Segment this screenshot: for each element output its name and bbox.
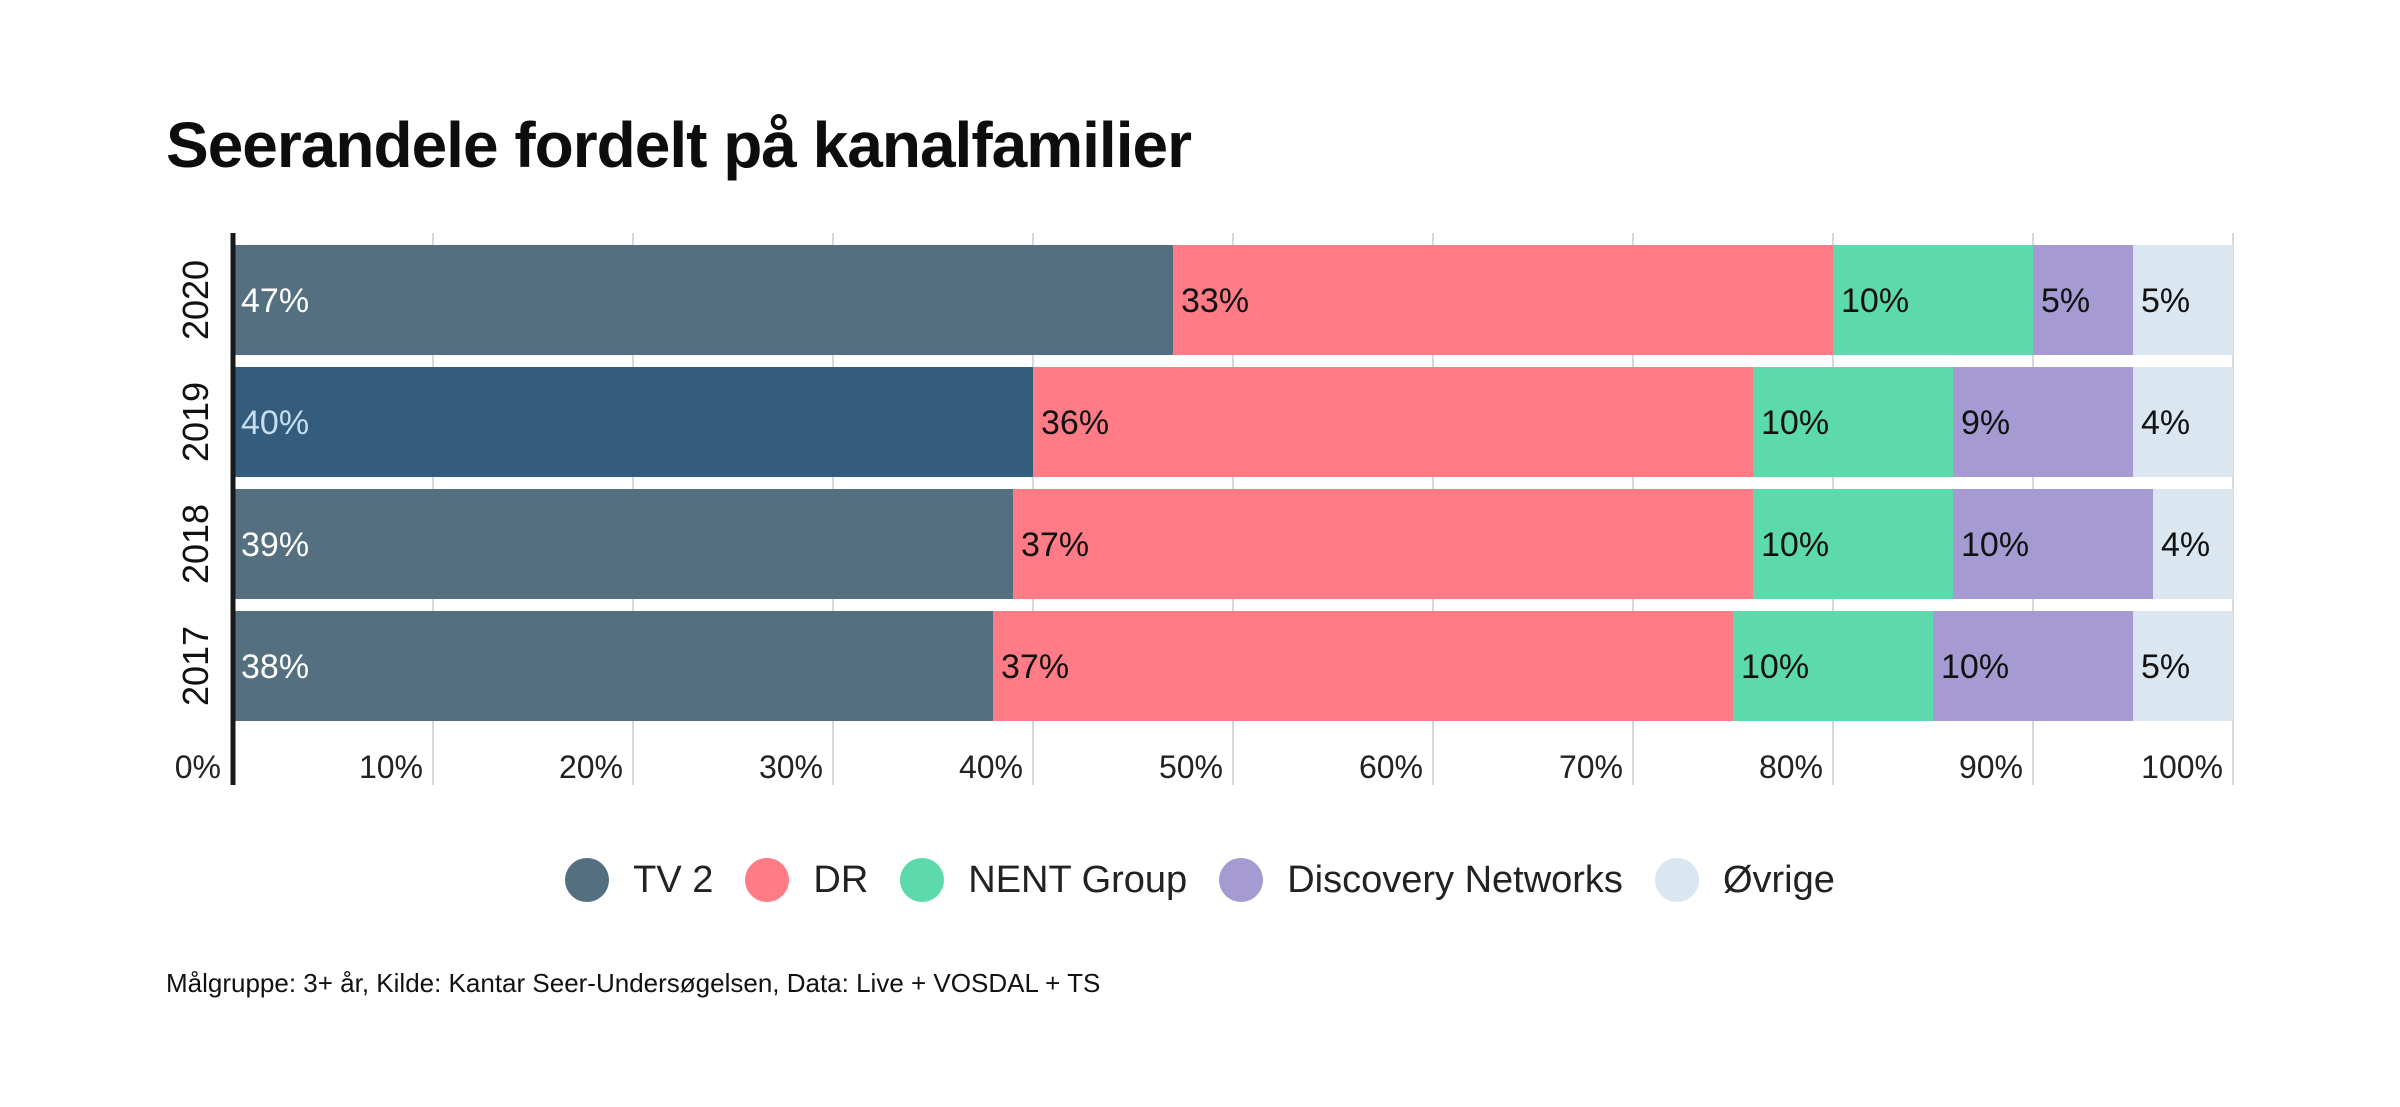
data-label: 37% [1001, 648, 1069, 686]
category-label: 2018 [175, 504, 216, 584]
x-tick-label: 80% [1759, 749, 1823, 785]
legend-swatch [900, 858, 945, 902]
bar-segment [2133, 367, 2233, 477]
bar-segment [1753, 489, 1953, 599]
x-tick-label: 70% [1559, 749, 1623, 785]
data-label: 47% [241, 282, 309, 320]
x-tick-label: 20% [559, 749, 623, 785]
data-label: 10% [1741, 648, 1809, 686]
legend-swatch [1219, 858, 1264, 902]
category-label: 2017 [175, 626, 216, 706]
bar-segment [1833, 245, 2033, 355]
data-label: 10% [1761, 404, 1829, 442]
bar-segment [2153, 489, 2233, 599]
x-tick-label: 90% [1959, 749, 2023, 785]
legend: TV 2 DR NENT Group Discovery Networks Øvrige [0, 845, 2400, 915]
legend-label: Øvrige [1722, 858, 1835, 901]
bar-segment [993, 611, 1733, 721]
bar-segment [1173, 245, 1833, 355]
data-label: 10% [1761, 526, 1829, 564]
legend-swatch [745, 858, 790, 902]
data-label: 9% [1961, 404, 2010, 442]
x-tick-label: 60% [1359, 749, 1423, 785]
chart-title: Seerandele fordelt på kanalfamilier [166, 109, 1192, 181]
stacked-bar-chart: 47% 33% 10% 5% 5% 40% 36% 10% 9% 4% 39% 37% 10% 10% 4%… [175, 233, 2234, 785]
data-label: 10% [1961, 526, 2029, 564]
data-label: 5% [2141, 282, 2190, 320]
legend-swatch [565, 858, 610, 902]
bar-segment [1933, 611, 2133, 721]
legend-item: TV 2 [565, 858, 713, 902]
bar-segment [233, 489, 1013, 599]
data-label: 4% [2141, 404, 2190, 442]
bar-segment [1753, 367, 1953, 477]
bar-segment [2133, 245, 2233, 355]
x-tick-label: 100% [2141, 749, 2223, 785]
legend-label: TV 2 [633, 858, 714, 901]
data-label: 5% [2041, 282, 2090, 320]
data-label: 33% [1181, 282, 1249, 320]
category-labels: 2020 2019 2018 2017 [175, 260, 216, 706]
bar-segment [2033, 245, 2133, 355]
category-label: 2020 [175, 260, 216, 340]
data-label: 10% [1841, 282, 1909, 320]
legend-item: Øvrige [1654, 858, 1835, 902]
x-tick-label: 50% [1159, 749, 1223, 785]
x-tick-label: 10% [359, 749, 423, 785]
x-tick-label: 0% [175, 749, 221, 785]
data-label: 40% [241, 404, 309, 442]
category-label: 2019 [175, 382, 216, 462]
legend-label: NENT Group [968, 858, 1188, 901]
data-label: 4% [2161, 526, 2210, 564]
legend-label: DR [813, 858, 869, 901]
data-labels: 47% 33% 10% 5% 5% 40% 36% 10% 9% 4% 39% 37% 10% 10% 4%… [241, 282, 2210, 686]
data-label: 5% [2141, 648, 2190, 686]
data-label: 39% [241, 526, 309, 564]
bar-segment [2133, 611, 2233, 721]
bar-segment [233, 367, 1033, 477]
bars [233, 245, 2233, 721]
bar-segment [1733, 611, 1933, 721]
data-label: 38% [241, 648, 309, 686]
data-label: 37% [1021, 526, 1089, 564]
bar-segment [233, 245, 1173, 355]
x-tick-label: 40% [959, 749, 1023, 785]
bar-segment [1013, 489, 1753, 599]
bar-segment [1953, 367, 2133, 477]
bar-segment [1953, 489, 2153, 599]
footnote: Målgruppe: 3+ år, Kilde: Kantar Seer-Und… [166, 968, 1101, 998]
legend-item: DR [745, 858, 868, 902]
x-tick-labels: 0% 10% 20% 30% 40% 50% 60% 70% 80% 90% 100% [175, 749, 2223, 785]
bar-segment [233, 611, 993, 721]
bar-segment [1033, 367, 1753, 477]
legend-swatch [1654, 858, 1699, 902]
legend-item: NENT Group [900, 858, 1187, 902]
data-label: 10% [1941, 648, 2009, 686]
x-tick-label: 30% [759, 749, 823, 785]
data-label: 36% [1041, 404, 1109, 442]
legend-label: Discovery Networks [1287, 858, 1623, 901]
legend-item: Discovery Networks [1219, 858, 1623, 902]
